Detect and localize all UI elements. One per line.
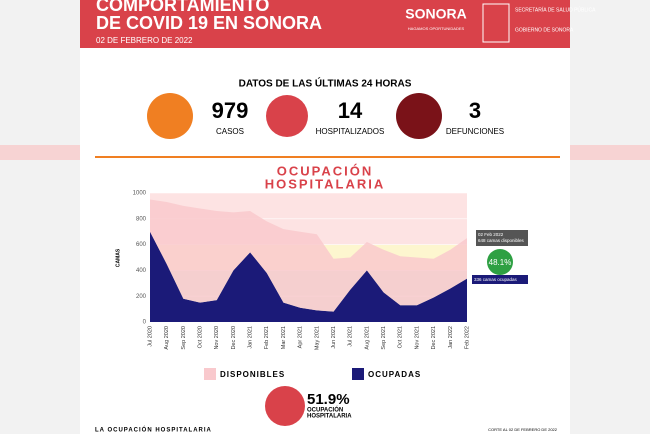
- title: COMPORTAMIENTO: [96, 0, 269, 15]
- plot: 0 200 400 600 800 1000 Jul 2020 Aug 2020 Sep 202…: [133, 191, 471, 351]
- x-tick-label: Jan 2022: [448, 326, 454, 349]
- x-tick-label: Sep 2020: [181, 326, 187, 350]
- x-tick-label: Oct 2021: [398, 326, 404, 348]
- x-tick-label: Aug 2020: [164, 326, 170, 350]
- stat-label: DEFUNCIONES: [446, 127, 504, 136]
- date: 02 DE FEBRERO DE 2022: [96, 36, 193, 45]
- legend-swatch: [352, 368, 364, 380]
- x-tick-label: Jul 2020: [147, 326, 153, 347]
- annotation-box: [476, 230, 528, 246]
- annotation-box: [472, 275, 528, 284]
- summary-value: 51.9%: [307, 391, 350, 408]
- dept: GOBIERNO DE SONORA: [515, 27, 574, 33]
- logo: SONORA: [405, 6, 466, 22]
- x-tick-label: Feb 2022: [464, 326, 470, 349]
- y-tick-label: 600: [136, 242, 147, 248]
- summary-label: HOSPITALARIA: [307, 414, 352, 420]
- legend-swatch: [204, 368, 216, 380]
- x-tick-label: Mar 2021: [281, 326, 287, 349]
- chart-title: HOSPITALARIA: [265, 176, 386, 191]
- x-tick-label: May 2021: [314, 326, 320, 350]
- area: [150, 199, 467, 312]
- logo-sub: HAGAMOS OPORTUNIDADES: [408, 26, 465, 31]
- stat-label: HOSPITALIZADOS: [316, 127, 385, 136]
- legend-label: DISPONIBLES: [220, 370, 285, 379]
- x-tick-label: Jan 2021: [248, 326, 254, 349]
- footer: CORTE AL 02 DE FEBRERO DE 2022: [488, 427, 558, 432]
- stat-label: CASOS: [216, 127, 244, 136]
- x-tick-label: Feb 2021: [264, 326, 270, 349]
- y-tick-label: 0: [143, 320, 147, 326]
- x-tick-label: Jun 2021: [331, 326, 337, 349]
- icon: [266, 95, 308, 137]
- legend-label: OCUPADAS: [368, 370, 421, 379]
- annotation: 48.1%: [489, 258, 512, 267]
- area: [150, 231, 467, 322]
- header: [80, 0, 570, 48]
- x-tick-label: Nov 2020: [214, 326, 220, 350]
- x-tick-label: Jul 2021: [348, 326, 354, 347]
- stat-value: 14: [338, 98, 363, 123]
- annotation: 02 Feb 2022: [478, 232, 504, 237]
- dept: SECRETARÍA DE SALUD PÚBLICA: [515, 6, 596, 13]
- y-tick-label: 200: [136, 294, 147, 300]
- x-tick-label: Apr 2021: [298, 326, 304, 348]
- x-tick-label: Nov 2021: [414, 326, 420, 350]
- x-tick-label: Dec 2021: [431, 326, 437, 350]
- legend: DISPONIBLES OCUPADAS: [204, 368, 421, 380]
- y-tick-label: 800: [136, 216, 147, 222]
- x-tick-label: Sep 2021: [381, 326, 387, 350]
- chart-title: OCUPACIÓN: [277, 163, 373, 178]
- title: DE COVID 19 EN SONORA: [96, 13, 322, 33]
- footer: LA OCUPACIÓN HOSPITALARIA: [95, 426, 212, 434]
- y-label: CAMAS: [115, 248, 121, 267]
- icon: [396, 93, 442, 139]
- stats-title: DATOS DE LAS ÚLTIMAS 24 HORAS: [239, 77, 412, 90]
- percent-circle: [487, 249, 513, 275]
- icon: [147, 93, 193, 139]
- icon: [265, 386, 305, 426]
- annotation: 336 camas ocupadas: [474, 277, 518, 282]
- y-tick-label: 400: [136, 268, 147, 274]
- x-tick-label: Oct 2020: [198, 326, 204, 348]
- y-tick-label: 1000: [133, 191, 147, 197]
- x-tick-label: Aug 2021: [364, 326, 370, 350]
- x-tick-label: Dec 2020: [231, 326, 237, 350]
- summary-label: OCUPACIÓN: [307, 406, 343, 414]
- stat-value: 979: [212, 98, 249, 123]
- emblem: [482, 3, 510, 43]
- annotation: 648 camas disponibles: [478, 238, 525, 243]
- stat-value: 3: [469, 98, 481, 123]
